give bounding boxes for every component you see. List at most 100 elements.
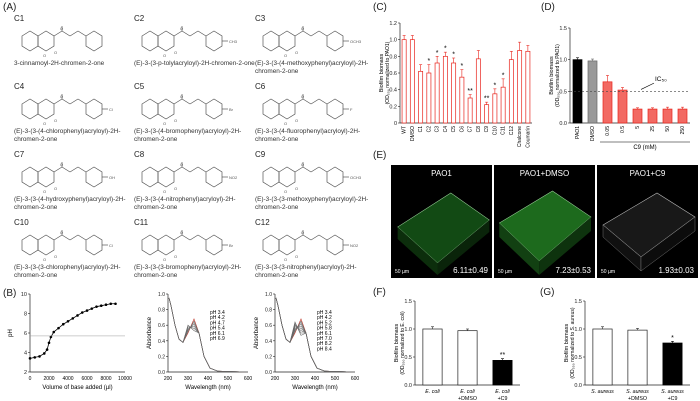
bar [459,76,465,124]
data-point [109,302,113,306]
svg-text:CH3: CH3 [229,39,238,44]
spectrum-line [168,297,249,373]
chart-b-spectrum-2: 0.0 0.2 0.4 0.6 0.8 1.0 200 300 400 500 600 Wavelen… [254,292,359,391]
panel-label-d: (D) [541,2,555,13]
data-point [80,311,84,314]
chemical-structure-drawing: O O O Br [141,94,234,126]
x-tick-label: C3 [435,126,441,133]
bar [401,39,407,124]
bar [662,342,683,386]
compound-code: C10 [14,218,29,227]
scale-bar: 50 µm [395,269,409,275]
y-tick-label: 0.5 [404,355,412,361]
compound-name: (E)-3-(3-(4-hydroxyphenyl)acryloyl)-2H-c… [14,196,126,211]
x-tick-label: E. coli [425,389,440,395]
bar [602,81,613,124]
y-tick-label: 0.0 [158,370,165,376]
data-point [57,326,60,330]
compound-name: 3-cinnamoyl-2H-chromen-2-one [14,60,105,67]
x-tick-label: 200 [271,376,280,382]
significance-marker: * [428,58,431,65]
chart-b-spectrum-1: 0.0 0.2 0.4 0.6 0.8 1.0 200 300 400 500 600 Wavelen… [147,292,252,391]
series-label: pH 3.4 [317,310,332,316]
y-axis-label: Biofilm biomass [549,56,555,95]
chemical-structure-drawing: O O O Cl [21,94,113,126]
bar [647,108,658,124]
x-tick-label: 500 [331,376,340,382]
data-point [52,330,56,334]
x-tick-label: S. aureus [626,389,649,395]
y-tick-label: 0.6 [389,71,397,77]
series-label: pH 4.2 [210,315,225,321]
y-tick-label: 0.5 [559,89,567,95]
compound-code: C4 [14,82,25,91]
panel-label-e: (E) [373,150,387,161]
x-tick-label: 25 [650,126,656,132]
compound-code: C3 [255,14,266,23]
spectrum-line [275,297,356,373]
bar [434,62,440,124]
series-label: pH 8.4 [317,346,332,352]
svg-text:O: O [301,162,304,167]
y-tick-label: 4 [24,351,27,357]
series-label: pH 3.4 [210,310,225,316]
spectrum-line [168,297,249,373]
x-tick-label-2: +DMSO [628,396,647,401]
compound-name: (E)-3-(3-(3-nitrophenyl)acryloyl)-2H-chr… [255,264,357,279]
series-label: pH 6.1 [210,331,225,337]
y-axis-label: Biofilm biomass [394,323,400,362]
spectrum-line [168,297,249,373]
svg-text:O: O [163,53,166,58]
x-tick-label: 400 [311,376,320,382]
y-tick-label: 0.6 [265,323,272,329]
series-label: pH 4.2 [317,315,332,321]
compound-c7: C7 O O O OH (E)-3-(3-(4-hydroxyphenyl)acryloy… [14,150,134,218]
svg-text:OH: OH [109,175,115,180]
svg-text:O: O [54,186,57,191]
chart-c: 0 0.2 0.4 0.6 0.8 1.0 1.2 Biofilm biomass (OD₅₅₀… [379,21,532,148]
series-label: pH 4.7 [210,320,225,326]
x-axis-label: Wavelength (nm) [292,385,337,391]
svg-text:O: O [163,121,166,126]
y-axis-label-unit: (OD₅₅₀ normalized to PAO1) [555,44,561,107]
y-tick-label: 0.8 [158,308,165,314]
compound-name: (E)-3-(3-(4-chlorophenyl)acryloyl)-2H-ch… [14,128,121,143]
data-point [104,303,108,307]
svg-text:NO2: NO2 [350,243,359,248]
compound-c9: C9 O O O OCH3 (E)-3-(3-(3-methoxyphenyl)acryl… [255,150,375,218]
y-axis-label-unit: (OD₅₅₀ normalized to E. coli) [400,311,406,375]
chemical-structure-drawing: O O O NO2 [262,230,359,262]
compound-c1: C1 O O O 3-cinnamoyl-2H-chromen-2-one [14,14,134,82]
ic50-arrow [640,82,655,90]
svg-text:O: O [284,121,287,126]
chart-b: 2 4 6 8 10 0 2000 4000 6000 8000 10000 Volume of ba… [8,292,132,391]
spectrum-line [168,297,249,373]
series-label: pH 7.0 [317,336,332,342]
biofilm-3d-render [397,192,490,275]
biomass-value: 6.11±0.49 [453,266,488,275]
x-tick-label: 4000 [62,376,73,382]
svg-text:O: O [174,254,177,259]
chemical-structure-drawing: O O O OCH3 [262,162,362,194]
x-tick-label: C5 [451,126,457,133]
data-point [61,322,65,326]
svg-text:O: O [43,189,46,194]
significance-marker: * [502,72,505,79]
y-tick-label: 2 [24,370,27,376]
data-point [49,335,53,339]
x-tick-label: C7 [468,126,474,133]
scale-bar: 50 µm [601,269,615,275]
y-tick-label: 1.0 [574,327,582,333]
compound-c12: C12 O O O NO2 (E)-3-(3-(3-nitrophenyl)acryloy… [255,218,375,286]
bar [508,59,514,124]
microscopy-title: PAO1+C9 [629,169,666,178]
significance-marker: * [494,82,497,89]
panel-label-c: (C) [373,2,387,13]
data-point [99,304,103,308]
x-tick-label: C4 [443,126,449,133]
svg-text:O: O [174,50,177,55]
panel-label-a: (A) [3,2,17,13]
chemical-structure-drawing: O O O Br [141,230,234,262]
y-tick-label: 6 [24,331,27,337]
